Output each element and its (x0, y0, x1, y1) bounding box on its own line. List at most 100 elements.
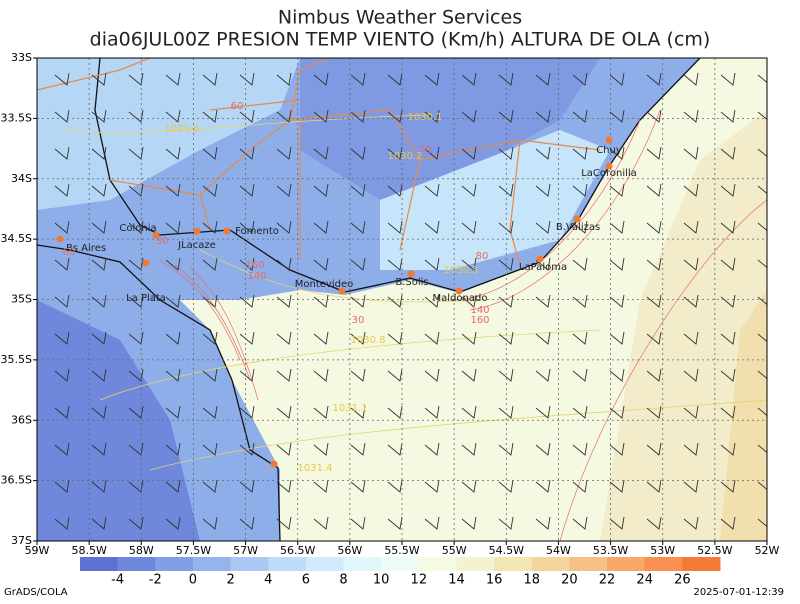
wind-barb (350, 516, 366, 530)
wind-barb (424, 146, 440, 160)
wind-barb (646, 294, 662, 308)
contour-label: 60 (63, 247, 76, 258)
city-label: La Plata (126, 293, 166, 304)
wind-barb (387, 146, 403, 160)
lat-label: 34.5S (1, 232, 32, 245)
wind-barb (757, 370, 767, 380)
lat-label: 35S (11, 293, 32, 306)
wind-barb (313, 368, 329, 382)
wind-barb (757, 74, 767, 84)
colorbar-label: 20 (561, 573, 578, 588)
wind-barb (609, 294, 625, 308)
lon-label: 52.5W (697, 544, 732, 557)
wind-barb (387, 368, 403, 382)
wind-barb (498, 405, 514, 419)
wind-barb (424, 183, 440, 197)
wind-barb (165, 442, 181, 456)
wind-barb (313, 442, 329, 456)
city-label: Chuy (596, 145, 622, 156)
wind-barb (239, 479, 255, 493)
lon-label: 52W (755, 544, 780, 557)
wind-barb (757, 481, 767, 491)
wind-barb (720, 257, 736, 271)
lat-label: 33.5S (1, 111, 32, 124)
contour-label: 30 (352, 315, 365, 326)
wind-barb (54, 257, 70, 271)
lat-label: 33S (11, 51, 32, 64)
wind-barb (276, 368, 292, 382)
wind-barb (572, 442, 588, 456)
wind-barb (350, 183, 366, 197)
wind-barb (720, 368, 736, 382)
wind-barb (572, 146, 588, 160)
colorbar-label: 0 (189, 573, 197, 588)
wind-barb (461, 257, 477, 271)
wind-barb (683, 368, 699, 382)
wind-barb (387, 257, 403, 271)
wind-barb (572, 368, 588, 382)
wind-barb (54, 294, 70, 308)
wind-barb (202, 405, 218, 419)
wind-barb (461, 479, 477, 493)
wave-contours (159, 109, 767, 541)
wind-barb (498, 331, 514, 345)
wind-barb (128, 479, 144, 493)
wind-barb (239, 109, 255, 123)
wind-barb (387, 442, 403, 456)
wind-barb (276, 516, 292, 530)
wind-barb (202, 368, 218, 382)
lon-label: 54.5W (489, 544, 524, 557)
wind-barb (720, 479, 736, 493)
wind-barb (646, 72, 662, 86)
wind-barb (387, 72, 403, 86)
colorbar-label: 8 (339, 573, 347, 588)
lon-label: 58W (129, 544, 154, 557)
lon-label: 57W (233, 544, 258, 557)
wind-barb (535, 146, 551, 160)
cold-area-north (300, 58, 600, 200)
wind-barb (91, 146, 107, 160)
wind-barb (54, 331, 70, 345)
wind-barb (276, 257, 292, 271)
colorbar-box (494, 557, 533, 571)
lat-label: 36.5S (1, 474, 32, 487)
wind-barb (609, 220, 625, 234)
wind-barb (239, 220, 255, 234)
wind-barb (350, 257, 366, 271)
wind-barb (350, 294, 366, 308)
colorbar-box (418, 557, 457, 571)
wind-barb (498, 72, 514, 86)
wind-barb (424, 257, 440, 271)
colorbar-box (644, 557, 683, 571)
wind-barb (720, 109, 736, 123)
city-dot (536, 255, 544, 263)
wind-barb (91, 479, 107, 493)
colorbar-label: 6 (302, 573, 310, 588)
wind-barb (239, 516, 255, 530)
wind-barb (239, 331, 255, 345)
wind-barb (313, 220, 329, 234)
city-dot (455, 287, 463, 295)
contour-label: 140 (470, 305, 489, 316)
colorbar-box (192, 557, 232, 571)
wind-barb (646, 257, 662, 271)
lon-label: 53.5W (593, 544, 628, 557)
colorbar-label: 2 (226, 573, 234, 588)
contour-label: 70 (419, 145, 432, 156)
wind-barb (91, 220, 107, 234)
wind-barb (498, 109, 514, 123)
wind-barb (498, 442, 514, 456)
wind-barb (313, 294, 329, 308)
colorbar-label: -4 (111, 573, 124, 588)
wind-barb (683, 479, 699, 493)
wind-barb (498, 183, 514, 197)
wind-barb (350, 368, 366, 382)
wind-barb (757, 222, 767, 232)
wind-barb (387, 183, 403, 197)
wind-barb (757, 259, 767, 269)
wind-barb (202, 442, 218, 456)
city-label: LaCoronilla (581, 168, 637, 179)
contour-label: 30 (156, 236, 169, 247)
wind-barb (646, 405, 662, 419)
wind-barb (535, 257, 551, 271)
